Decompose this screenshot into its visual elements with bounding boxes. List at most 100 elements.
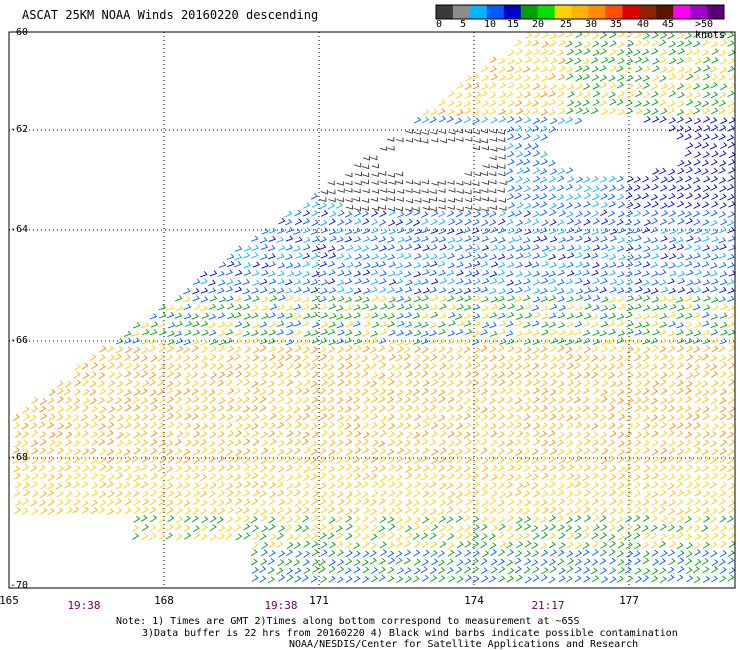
wind-barb [396, 481, 403, 489]
wind-barb [574, 117, 583, 125]
wind-barb [626, 40, 635, 48]
wind-barb [234, 490, 242, 498]
wind-barb [311, 396, 319, 404]
wind-barb [498, 566, 506, 574]
wind-barb [13, 472, 21, 480]
wind-barb [727, 57, 736, 65]
wind-barb [464, 74, 472, 82]
wind-barb [352, 507, 360, 514]
wind-barb [243, 269, 252, 276]
wind-barb [157, 524, 165, 532]
wind-barb [506, 481, 514, 489]
wind-barb [618, 413, 626, 421]
wind-barb [677, 566, 685, 573]
wind-barb [167, 330, 175, 337]
wind-barb [618, 472, 626, 480]
wind-barb [157, 388, 165, 396]
wind-barb [405, 188, 413, 194]
wind-barb [523, 193, 531, 201]
wind-barb [293, 262, 302, 269]
wind-barb [651, 549, 659, 557]
wind-barb [532, 252, 541, 260]
wind-barb [345, 188, 353, 193]
wind-barb [310, 440, 318, 448]
wind-barb [148, 379, 156, 387]
wind-barb [472, 82, 480, 90]
wind-barb [498, 516, 506, 524]
wind-barb [472, 145, 480, 151]
wind-barb [430, 260, 438, 268]
wind-barb [659, 345, 667, 353]
wind-barb [548, 245, 557, 252]
wind-barb [489, 346, 497, 353]
wind-barb [200, 499, 208, 507]
wind-barb [208, 287, 216, 294]
wind-barb [261, 447, 269, 455]
wind-barb [473, 138, 481, 144]
wind-barb [507, 58, 515, 65]
wind-barb [379, 362, 387, 370]
wind-barb [523, 532, 530, 540]
wind-barb [567, 532, 575, 540]
wind-barb [107, 371, 115, 379]
wind-barb [574, 244, 582, 251]
wind-barb [574, 227, 582, 234]
wind-barb [165, 448, 173, 456]
wind-barb [243, 448, 251, 456]
wind-barb [13, 489, 21, 497]
wind-barb [371, 490, 379, 498]
colorbar [435, 4, 725, 20]
wind-barb [608, 328, 616, 336]
wind-barb [293, 296, 302, 303]
wind-barb [447, 472, 455, 480]
wind-barb [650, 532, 658, 540]
wind-barb [412, 405, 420, 413]
wind-barb [158, 345, 166, 352]
wind-barb [633, 210, 641, 217]
wind-barb [278, 574, 286, 582]
wind-barb [634, 294, 643, 302]
wind-barb [396, 430, 404, 438]
wind-barb [448, 448, 455, 456]
wind-barb [575, 541, 583, 549]
wind-barb [421, 541, 429, 548]
wind-barb [277, 559, 285, 567]
wind-barb [642, 304, 651, 312]
wind-barb [693, 218, 701, 226]
wind-barb [574, 269, 582, 277]
wind-barb [252, 346, 260, 354]
wind-barb [498, 413, 506, 421]
wind-barb [658, 540, 666, 548]
wind-barb [379, 430, 387, 438]
wind-barb [396, 197, 404, 202]
wind-barb [709, 31, 718, 39]
wind-barb [235, 507, 243, 515]
wind-barb [497, 457, 505, 464]
wind-barb [413, 137, 422, 143]
wind-barb [192, 278, 201, 285]
wind-barb [676, 200, 685, 208]
wind-barb [702, 533, 710, 540]
wind-barb [643, 456, 651, 464]
wind-barb [285, 353, 293, 361]
wind-barb [218, 279, 226, 286]
wind-barb [685, 91, 693, 99]
wind-barb [464, 218, 472, 226]
wind-barb [158, 363, 166, 371]
wind-barb [302, 346, 310, 354]
wind-barb [608, 549, 616, 557]
wind-barb [642, 362, 650, 370]
wind-barb [633, 202, 641, 210]
wind-barb [285, 489, 293, 497]
wind-barb [90, 472, 98, 480]
wind-barb [455, 465, 463, 473]
wind-barb [448, 575, 456, 583]
wind-barb [328, 430, 336, 438]
wind-barb [471, 227, 480, 234]
wind-barb [141, 481, 149, 489]
wind-barb [558, 304, 567, 312]
wind-barb [199, 438, 207, 446]
wind-barb [226, 413, 234, 421]
wind-barb [447, 90, 455, 98]
wind-barb [208, 321, 216, 329]
